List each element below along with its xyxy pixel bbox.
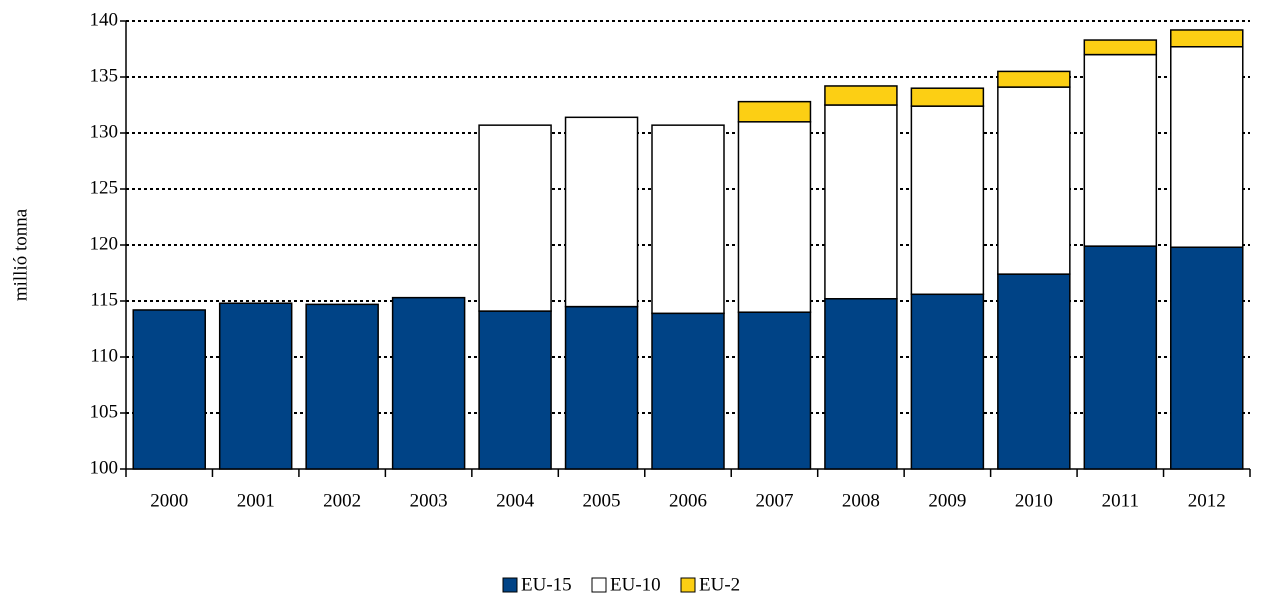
bar-segment: [478, 124, 552, 312]
bar-segment: [1083, 53, 1158, 247]
y-tick-label: 115: [90, 289, 118, 310]
bar-segment: [132, 309, 206, 470]
bar-segment: [737, 311, 812, 470]
legend-label: EU-10: [610, 574, 661, 595]
bar-segment: [651, 312, 725, 470]
legend-swatch: [591, 577, 607, 593]
y-tick-label: 105: [90, 401, 119, 422]
x-tick-label: 2006: [669, 490, 707, 511]
bar-segment: [305, 303, 379, 470]
bar-segment: [737, 121, 812, 313]
bar-segment: [218, 302, 293, 470]
legend-swatch: [680, 577, 696, 593]
y-tick-label: 100: [90, 457, 119, 478]
bar-segment: [1170, 46, 1244, 248]
bar-segment: [564, 116, 639, 308]
y-tick-label: 140: [90, 9, 119, 30]
y-tick-label: 130: [90, 121, 119, 142]
x-tick-label: 2003: [410, 490, 448, 511]
x-tick-label: 2012: [1188, 490, 1226, 511]
y-tick-label: 125: [90, 177, 119, 198]
x-tick-label: 2002: [323, 490, 361, 511]
legend-label: EU-15: [521, 574, 572, 595]
x-tick-label: 2004: [496, 490, 535, 511]
bar-segment: [564, 305, 639, 470]
y-axis-label: millió tonna: [10, 208, 31, 301]
bar-segment: [997, 86, 1071, 275]
y-tick-label: 120: [90, 233, 119, 254]
bar-segment: [1170, 29, 1244, 48]
x-tick-label: 2009: [928, 490, 966, 511]
x-tick-label: 2001: [237, 490, 275, 511]
bar-segment: [910, 293, 985, 470]
bar-segment: [824, 104, 898, 300]
y-tick-label: 110: [90, 345, 118, 366]
bar-segment: [1083, 245, 1158, 470]
x-tick-label: 2007: [755, 490, 793, 511]
bar-segment: [737, 100, 812, 123]
bar-segment: [910, 87, 985, 107]
bar-segment: [910, 105, 985, 296]
bar-segment: [391, 296, 466, 470]
bar-segment: [651, 124, 725, 315]
bar-segment: [1170, 246, 1244, 470]
x-tick-label: 2008: [842, 490, 880, 511]
bar-segment: [824, 85, 898, 106]
bar-segment: [1083, 39, 1158, 56]
bar-segment: [997, 70, 1071, 88]
x-tick-label: 2005: [583, 490, 621, 511]
x-tick-label: 2010: [1015, 490, 1053, 511]
bar-segment: [478, 310, 552, 470]
legend-label: EU-2: [699, 574, 740, 595]
y-tick-label: 135: [90, 65, 119, 86]
x-tick-label: 2000: [150, 490, 188, 511]
bar-segment: [824, 298, 898, 470]
x-tick-label: 2011: [1102, 490, 1139, 511]
bar-segment: [997, 273, 1071, 470]
legend-swatch: [502, 577, 518, 593]
